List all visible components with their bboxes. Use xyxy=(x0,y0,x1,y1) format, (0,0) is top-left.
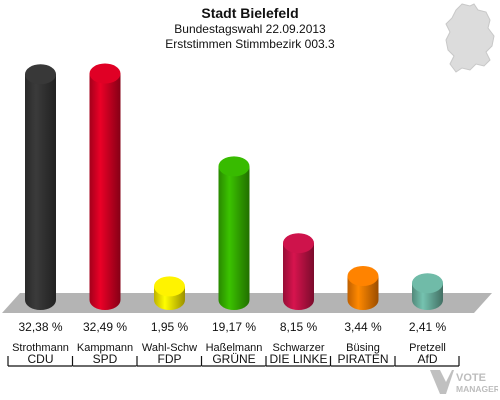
bar-body xyxy=(218,166,250,310)
chart-subtitle-2: Erststimmen Stimmbezirk 003.3 xyxy=(165,37,335,51)
bar-top xyxy=(154,276,185,297)
candidate-label: Büsing xyxy=(346,342,380,354)
party-label: AfD xyxy=(417,352,437,366)
bar-spd xyxy=(89,63,121,310)
value-label: 19,17 % xyxy=(212,320,256,334)
party-label: SPD xyxy=(93,352,118,366)
party-label: FDP xyxy=(158,352,182,366)
bar-top xyxy=(347,266,379,287)
vote-check-icon xyxy=(430,370,454,394)
party-label: CDU xyxy=(28,352,54,366)
bar-body xyxy=(25,74,56,310)
value-label: 32,38 % xyxy=(18,320,62,334)
bar-top xyxy=(218,156,250,177)
bar-die-linke xyxy=(283,233,314,310)
bar-top xyxy=(25,64,56,85)
party-label: PIRATEN xyxy=(337,352,388,366)
candidate-label: Pretzell xyxy=(409,342,446,354)
bar-fdp xyxy=(154,276,185,310)
bar-gr-ne xyxy=(218,156,250,310)
candidate-label: Strothmann xyxy=(12,342,69,354)
chart-subtitle: Bundestagswahl 22.09.2013 xyxy=(174,22,326,36)
logo-text-vote: VOTE xyxy=(456,372,486,384)
bar-cdu xyxy=(25,64,56,310)
bar-top xyxy=(283,233,314,254)
value-label: 8,15 % xyxy=(280,320,318,334)
bar-piraten xyxy=(347,266,379,310)
bar-body xyxy=(283,243,314,310)
bar-top xyxy=(89,63,121,84)
bar-top xyxy=(412,273,443,294)
party-label: GRÜNE xyxy=(212,352,255,366)
value-label: 2,41 % xyxy=(409,320,447,334)
logo-text-manager: MANAGER xyxy=(456,384,498,394)
value-label: 3,44 % xyxy=(344,320,382,334)
party-label: DIE LINKE xyxy=(269,352,327,366)
candidate-label: Schwarzer xyxy=(273,342,325,354)
bar-afd xyxy=(412,273,443,310)
votemanager-logo: VOTE MANAGER xyxy=(430,370,498,394)
candidate-label: Kampmann xyxy=(77,342,133,354)
bar-body xyxy=(89,73,121,310)
value-label: 32,49 % xyxy=(83,320,127,334)
candidate-label: Wahl-Schw xyxy=(142,342,197,354)
candidate-label: Haßelmann xyxy=(206,342,263,354)
chart-title: Stadt Bielefeld xyxy=(201,5,299,21)
value-label: 1,95 % xyxy=(151,320,189,334)
germany-map-icon xyxy=(445,3,495,73)
